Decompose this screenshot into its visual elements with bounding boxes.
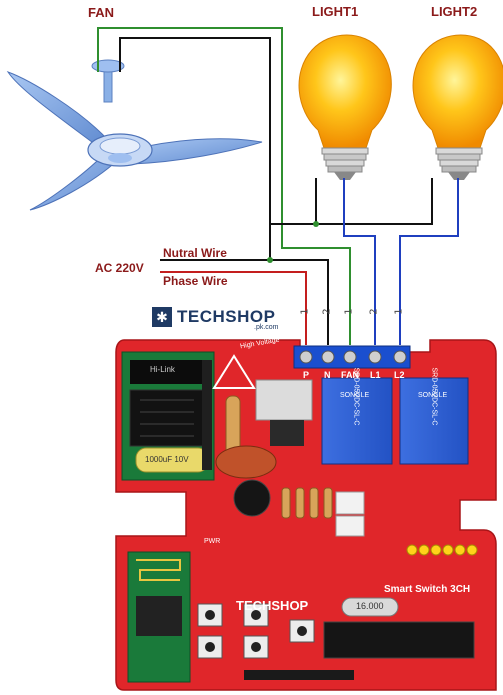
phase-wire-label: Phase Wire: [163, 274, 228, 288]
ceiling-fan-icon: [6, 59, 263, 211]
light-bulb-1-icon: [298, 34, 392, 180]
fan-label: FAN: [88, 5, 114, 20]
terminal-labels: P N FAN L1 L2: [294, 370, 410, 380]
relay-1-text: SRD-05VDC-SL-C: [352, 367, 360, 426]
logo-box-icon: ✱: [152, 307, 172, 327]
relay-1-brand: SONGLE: [340, 392, 370, 399]
terminal-number-fan: 1: [343, 308, 355, 315]
light2-blue-wire: [399, 178, 459, 345]
board-logo-text: TECHSHOP: [236, 598, 309, 613]
hilink-text: Hi-Link: [150, 365, 175, 374]
light-bulb-2-icon: [412, 34, 503, 180]
wires: [97, 27, 459, 345]
terminal-number-p: 1: [299, 308, 311, 315]
bulb1-black-wire: [270, 178, 317, 225]
phase-red-wire: [160, 271, 307, 345]
ac-voltage-label: AC 220V: [95, 261, 144, 275]
logo-tld: .pk.com: [254, 324, 279, 331]
terminal-number-n: 2: [321, 308, 333, 315]
neutral-wire-label: Nutral Wire: [163, 246, 227, 260]
terminal-number-l2: 1: [393, 308, 405, 315]
neutral-black-wire: [160, 259, 329, 345]
relay-2-text: SRD-05VDC-SL-C: [430, 367, 438, 426]
capacitor-text: 1000uF 10V: [145, 455, 189, 464]
light1-label: LIGHT1: [312, 4, 359, 19]
fan-green-wire: [97, 27, 351, 345]
light2-label: LIGHT2: [431, 4, 478, 19]
crystal-text: 16.000: [356, 601, 384, 611]
bulb2-black-wire: [316, 178, 433, 225]
terminal-label-p: P: [303, 370, 310, 380]
terminal-label-n: N: [324, 370, 331, 380]
light1-blue-wire: [343, 178, 376, 345]
techshop-logo: ✱ TECHSHOP: [152, 307, 275, 327]
terminal-number-l1: 2: [368, 308, 380, 315]
pwr-label: PWR: [204, 538, 221, 545]
fan-red-wire: [119, 37, 271, 260]
pcb-board: [115, 339, 497, 691]
board-title: Smart Switch 3CH: [384, 584, 471, 595]
terminal-label-l2: L2: [394, 370, 405, 380]
relay-2-brand: SONGLE: [418, 392, 448, 399]
terminal-label-fan: FAN: [341, 370, 359, 380]
terminal-label-l1: L1: [370, 370, 381, 380]
logo-text: TECHSHOP: [177, 307, 276, 326]
